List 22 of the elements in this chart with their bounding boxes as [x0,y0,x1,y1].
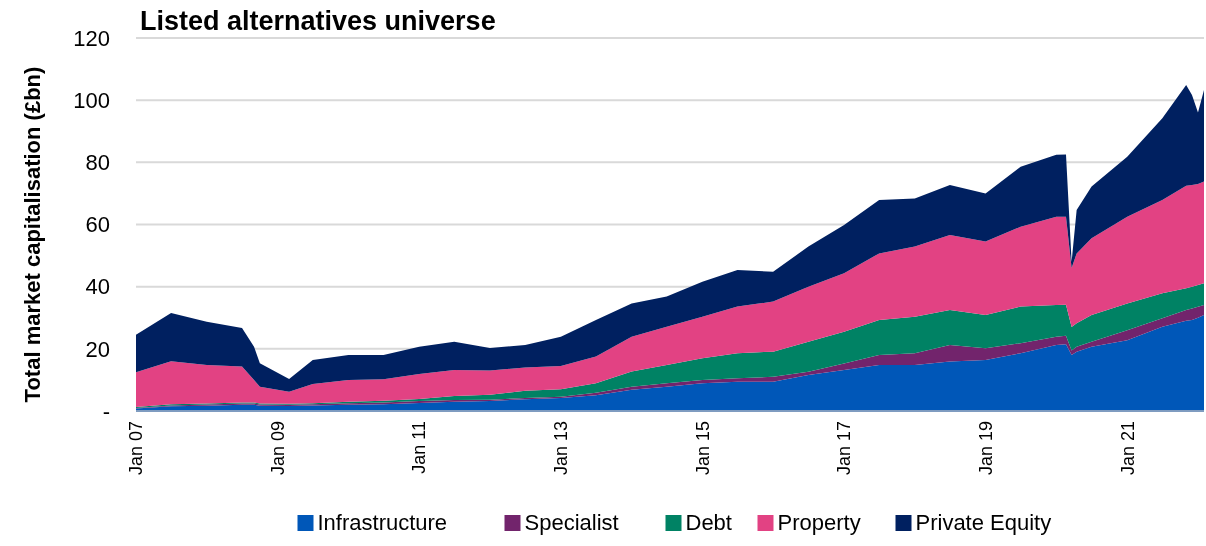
x-tick-label: Jan 17 [834,421,855,476]
y-tick-label: 80 [85,150,110,176]
x-tick-label: Jan 15 [692,421,713,476]
x-tick-label: Jan 09 [267,421,288,476]
x-tick-label: Jan 13 [551,421,572,476]
y-tick-label: 20 [85,336,110,362]
legend-label: Debt [685,510,732,535]
legend-label: Private Equity [915,510,1052,535]
y-axis-title: Total market capitalisation (£bn) [20,66,45,403]
x-tick-label: Jan 11 [409,421,430,474]
x-tick-label: Jan 19 [975,421,996,476]
x-tick-label: Jan 21 [1117,421,1138,476]
y-tick-label: 120 [73,25,110,51]
y-tick-label: - [102,398,110,424]
chart-title: Listed alternatives universe [140,6,496,36]
legend-label: Specialist [524,510,619,535]
y-tick-label: 40 [85,274,110,300]
legend-label: Property [777,510,861,535]
y-tick-label: 60 [85,212,110,238]
y-tick-label: 100 [73,87,110,113]
x-tick-label: Jan 07 [126,421,147,476]
legend-label: Infrastructure [317,510,448,535]
